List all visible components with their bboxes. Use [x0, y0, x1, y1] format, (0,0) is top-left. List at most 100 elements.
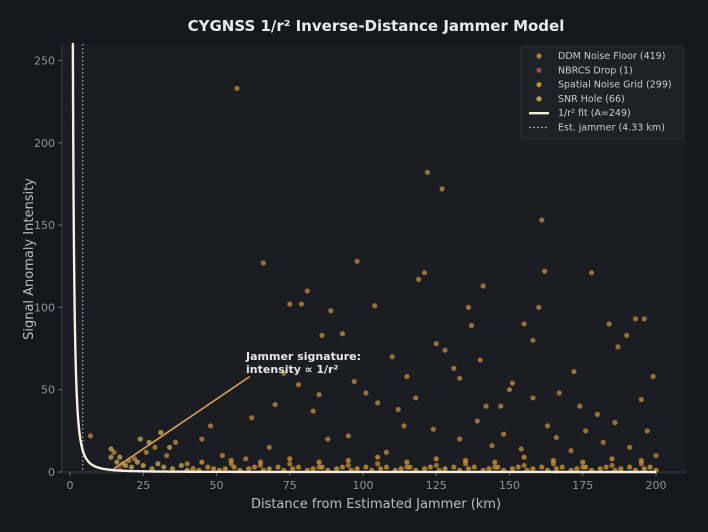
data-point: [169, 466, 176, 472]
legend: DDM Noise Floor (419) NBRCS Drop (1) Spati…: [520, 46, 684, 140]
data-point: [421, 466, 428, 472]
data-point: [257, 459, 264, 465]
data-point: [421, 270, 428, 276]
data-point: [210, 466, 217, 472]
data-point: [354, 466, 360, 472]
data-point: [249, 415, 255, 421]
data-point: [653, 452, 659, 459]
x-tick-label: 25: [136, 479, 150, 492]
annotation-text: Jammer signature:: [245, 350, 361, 363]
data-point: [641, 466, 647, 472]
legend-label: Spatial Noise Grid (299): [558, 80, 672, 91]
data-point: [489, 443, 495, 449]
data-point: [310, 466, 316, 472]
data-point: [246, 466, 252, 472]
data-point: [521, 454, 527, 460]
data-point: [574, 466, 580, 472]
data-point: [205, 464, 211, 470]
data-point: [287, 301, 293, 307]
data-point: [583, 428, 589, 434]
legend-label: SNR Hole (66): [558, 94, 625, 105]
data-point: [577, 403, 583, 409]
legend-marker: [536, 53, 542, 59]
data-point: [442, 347, 448, 353]
data-point: [627, 444, 633, 450]
data-point: [609, 462, 615, 469]
x-tick-label: 125: [426, 479, 447, 492]
data-point: [509, 380, 516, 386]
data-point: [433, 456, 439, 462]
data-point: [474, 418, 480, 424]
data-point: [542, 268, 548, 274]
data-point: [117, 454, 123, 460]
data-point: [363, 464, 369, 470]
data-point: [222, 466, 228, 472]
data-point: [430, 426, 436, 432]
data-point: [609, 456, 615, 462]
data-point: [161, 464, 167, 470]
data-point: [389, 354, 395, 360]
data-point: [281, 370, 287, 376]
y-axis-label: Signal Anomaly Intensity: [22, 178, 37, 340]
x-tick-label: 175: [572, 479, 593, 492]
data-point: [184, 461, 190, 467]
data-point: [395, 406, 401, 413]
x-tick-label: 75: [283, 479, 297, 492]
y-axis: 0 50 100 150 200 250: [34, 44, 63, 479]
legend-box: [520, 46, 684, 140]
data-point: [550, 457, 557, 464]
data-point: [521, 462, 527, 469]
data-point: [354, 258, 360, 264]
data-point: [375, 461, 381, 467]
annotation-arrow: [113, 375, 251, 470]
data-point: [190, 466, 196, 472]
data-point: [383, 464, 390, 470]
data-point: [295, 382, 302, 388]
data-point: [594, 411, 601, 417]
data-point: [178, 462, 184, 469]
data-point: [501, 431, 507, 437]
data-point: [518, 446, 524, 452]
data-point: [155, 461, 161, 467]
data-point: [375, 400, 381, 406]
data-point: [407, 464, 413, 470]
data-point: [413, 395, 419, 401]
x-tick-label: 150: [499, 479, 520, 492]
data-point: [571, 368, 577, 375]
data-point: [319, 332, 325, 338]
data-point: [624, 332, 630, 338]
data-point: [506, 387, 513, 393]
data-points: [87, 85, 659, 473]
data-point: [266, 444, 272, 450]
data-point: [272, 401, 278, 408]
data-point: [114, 459, 120, 465]
data-point: [383, 449, 390, 455]
data-point: [521, 321, 527, 327]
data-point: [606, 321, 612, 327]
data-point: [515, 464, 521, 470]
annotation: Jammer signature:intensity ∝ 1/r²: [113, 350, 361, 470]
data-point: [618, 466, 624, 472]
data-point: [427, 464, 433, 470]
data-point: [339, 331, 346, 337]
y-tick-label: 50: [41, 384, 55, 397]
data-point: [600, 439, 606, 445]
data-point: [295, 464, 302, 470]
data-point: [375, 454, 381, 460]
data-point: [465, 466, 472, 472]
y-tick-label: 100: [34, 301, 55, 314]
data-point: [167, 444, 173, 450]
data-point: [588, 270, 595, 276]
legend-label: NBRCS Drop (1): [558, 65, 633, 76]
data-point: [128, 464, 135, 470]
data-point: [334, 466, 340, 472]
data-point: [650, 373, 656, 380]
data-point: [149, 466, 155, 472]
data-point: [377, 466, 384, 472]
data-point: [108, 454, 114, 460]
data-point: [530, 466, 536, 472]
data-point: [199, 436, 205, 442]
data-point: [553, 466, 559, 472]
data-point: [339, 464, 346, 470]
